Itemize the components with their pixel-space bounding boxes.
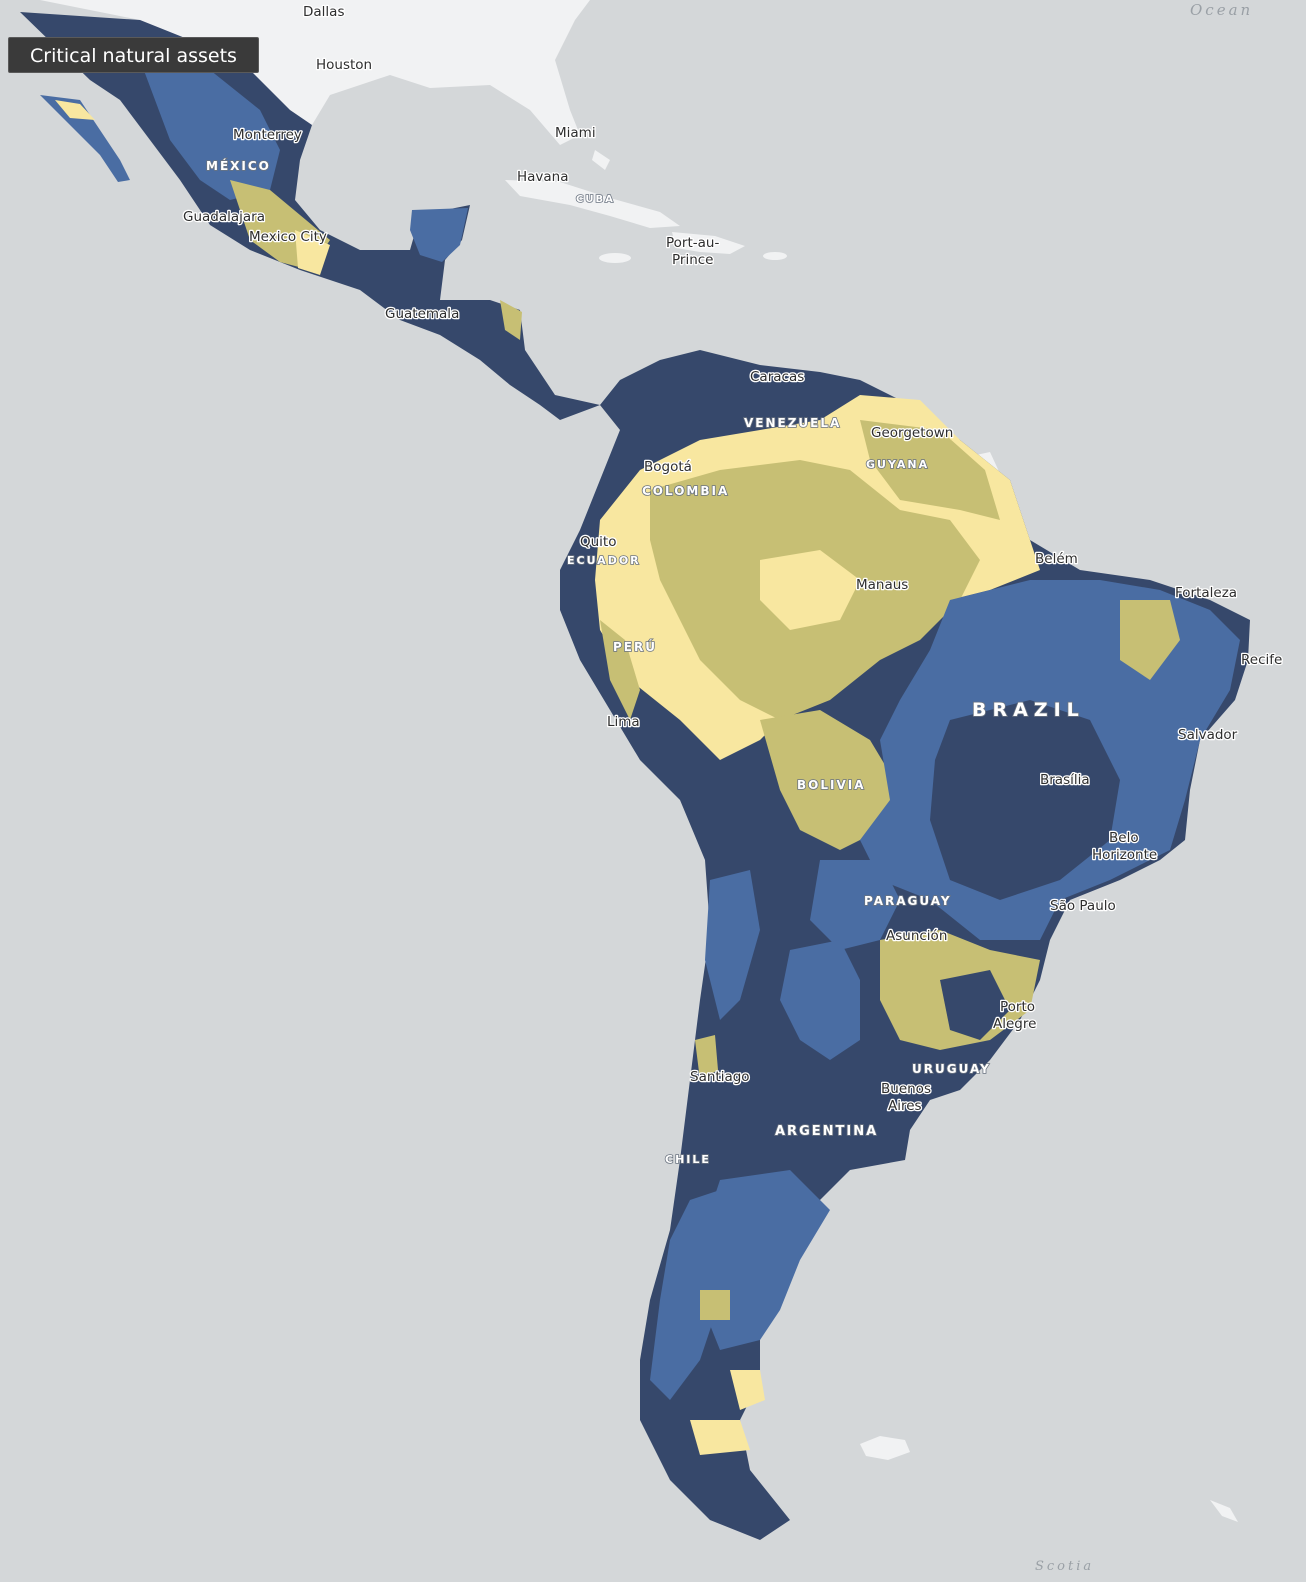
bahamas-land xyxy=(592,150,610,170)
mexico-yellow-3 xyxy=(295,230,330,275)
city-label-port-au-prince-2: Prince xyxy=(672,252,714,268)
city-label-belo-horizonte-2: Horizonte xyxy=(1092,847,1157,863)
country-label-uruguay: URUGUAY xyxy=(912,1062,991,1076)
puerto-rico-land xyxy=(763,252,787,260)
amazon-olive-east xyxy=(860,420,1000,520)
country-label-brazil: BRAZIL xyxy=(972,699,1085,721)
amazon-pale-patch xyxy=(760,550,860,630)
patagonia-olive xyxy=(700,1290,730,1320)
patagonia-midblue xyxy=(700,1170,830,1350)
city-label-lima: Lima xyxy=(607,714,640,730)
city-label-mexico-city: Mexico City xyxy=(249,229,327,245)
city-label-monterrey: Monterrey xyxy=(233,127,302,143)
ocean-label: Ocean xyxy=(1190,1,1253,19)
country-label-mexico: MÉXICO xyxy=(206,158,271,173)
city-label-quito: Quito xyxy=(580,534,617,550)
city-label-guadalajara: Guadalajara xyxy=(183,209,265,225)
mexico-yellow-1 xyxy=(55,100,95,120)
city-label-port-au-prince-1: Port-au- xyxy=(666,235,719,251)
badge-wrapper: Critical natural assets xyxy=(8,37,259,73)
paraguay-blue xyxy=(810,860,900,950)
city-label-dallas: Dallas xyxy=(303,4,344,20)
chile-midblue xyxy=(650,1190,720,1400)
city-label-porto-alegre-1: Porto xyxy=(1000,999,1035,1015)
country-label-cuba: CUBA xyxy=(576,194,615,205)
city-label-havana: Havana xyxy=(517,169,569,185)
patagonia-yellow-1 xyxy=(730,1370,765,1410)
city-label-belo-horizonte-1: Belo xyxy=(1109,830,1139,846)
country-label-peru: PERÚ xyxy=(613,639,657,654)
city-label-recife: Recife xyxy=(1241,652,1282,668)
falklands-land xyxy=(860,1436,910,1460)
scotia-label: Scotia xyxy=(1035,1559,1094,1574)
country-label-venezuela: VENEZUELA xyxy=(744,416,841,430)
country-label-bolivia: BOLIVIA xyxy=(797,778,866,792)
brazil-dark xyxy=(930,700,1120,900)
city-label-georgetown: Georgetown xyxy=(871,425,953,441)
cuba-land xyxy=(505,180,680,228)
city-label-manaus: Manaus xyxy=(856,577,908,593)
city-label-houston: Houston xyxy=(316,57,372,73)
city-label-buenos-aires-2: Aires xyxy=(888,1098,922,1114)
city-label-salvador: Salvador xyxy=(1178,727,1238,743)
city-label-bogota: Bogotá xyxy=(644,459,692,475)
city-label-guatemala: Guatemala xyxy=(385,306,459,322)
country-label-colombia: COLOMBIA xyxy=(642,484,729,498)
country-label-ecuador: ECUADOR xyxy=(567,554,641,567)
city-label-miami: Miami xyxy=(555,125,596,141)
city-label-buenos-aires-1: Buenos xyxy=(881,1081,931,1097)
city-label-fortaleza: Fortaleza xyxy=(1175,585,1237,601)
layer-title-badge[interactable]: Critical natural assets xyxy=(8,37,259,73)
coast-yellow-santiago xyxy=(695,1035,718,1080)
andes-midblue xyxy=(705,870,760,1020)
peru-coast-yellow xyxy=(600,620,640,720)
city-label-santiago: Santiago xyxy=(690,1069,750,1085)
south-georgia-land xyxy=(1210,1500,1238,1522)
city-label-belem: Belém xyxy=(1035,551,1078,567)
baja-base xyxy=(40,95,130,182)
mexico-yucatan xyxy=(410,208,468,262)
patagonia-yellow-2 xyxy=(690,1420,750,1455)
southbrazil-dark xyxy=(940,970,1010,1040)
jamaica-land xyxy=(599,253,631,263)
country-label-paraguay: PARAGUAY xyxy=(864,894,952,908)
country-label-chile: CHILE xyxy=(665,1153,711,1166)
city-label-brasilia: Brasília xyxy=(1040,772,1090,788)
country-label-guyana: GUYANA xyxy=(866,458,929,471)
city-label-sao-paulo: São Paulo xyxy=(1050,898,1116,914)
bolivia-olive xyxy=(760,710,900,850)
mexico-midblue xyxy=(140,60,280,200)
city-label-porto-alegre-2: Alegre xyxy=(993,1016,1036,1032)
northeast-yellow xyxy=(1120,600,1180,680)
country-label-argentina: ARGENTINA xyxy=(775,1124,878,1139)
city-label-asuncion: Asunción xyxy=(886,928,947,944)
argentina-midblue xyxy=(780,940,860,1060)
usa-land xyxy=(40,0,590,145)
hispaniola-land xyxy=(672,232,745,254)
centralam-yellow xyxy=(500,300,522,340)
city-label-caracas: Caracas xyxy=(750,369,804,385)
